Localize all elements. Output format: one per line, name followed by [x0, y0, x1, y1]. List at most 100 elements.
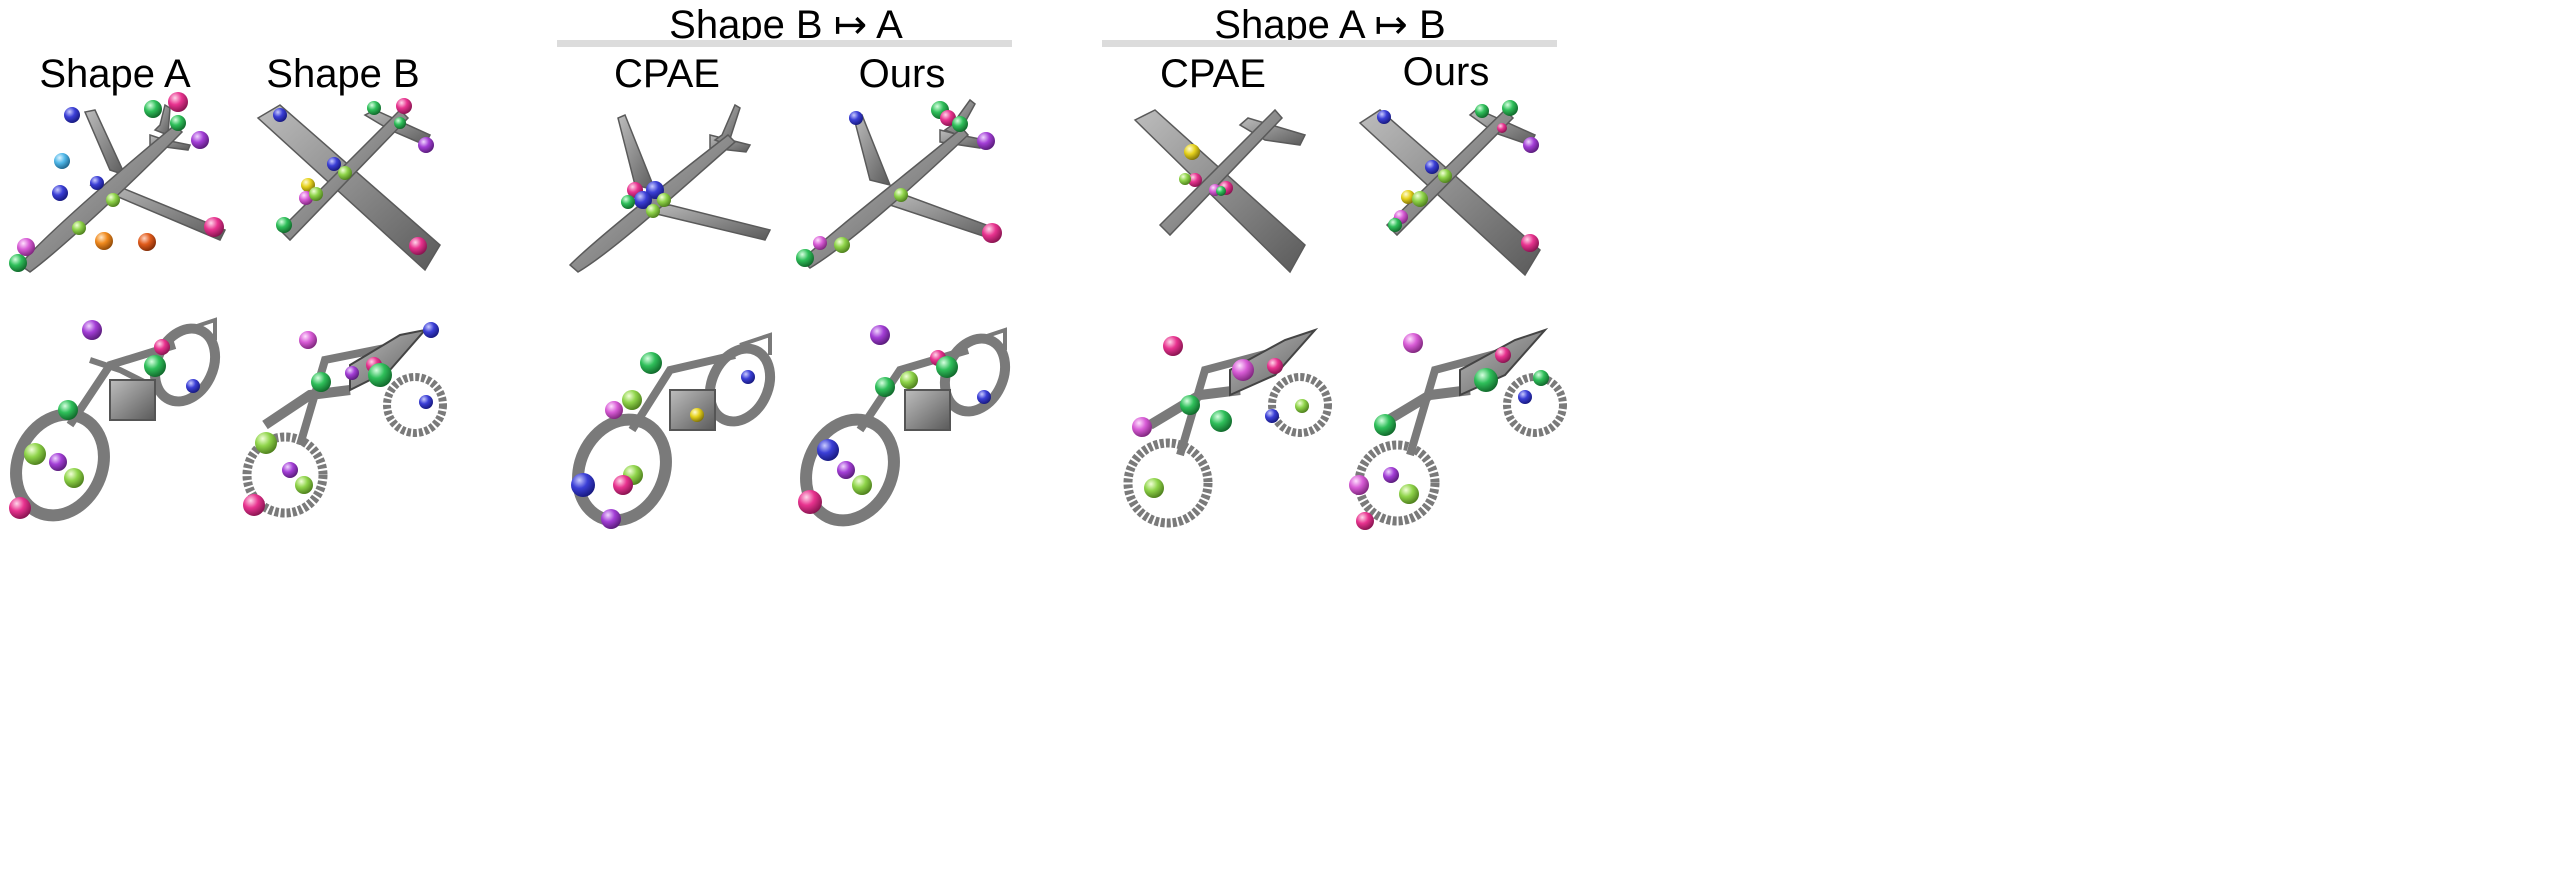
keypoint	[144, 100, 162, 118]
keypoints	[9, 92, 224, 272]
airplane-model	[1358, 108, 1541, 277]
keypoint	[1502, 100, 1518, 116]
keypoint	[396, 98, 412, 114]
motorbike-cpae-a-to-b	[1123, 327, 1332, 528]
motorbike-cpae-b-to-a	[571, 332, 776, 529]
keypoint	[309, 187, 323, 201]
keypoint	[1216, 186, 1226, 196]
keypoint	[418, 137, 434, 153]
keypoint	[282, 462, 298, 478]
keypoints	[798, 325, 991, 514]
keypoint	[1425, 160, 1439, 174]
keypoint	[1533, 370, 1549, 386]
column-label-shape-a: Shape A	[39, 52, 191, 96]
keypoint	[1377, 110, 1391, 124]
keypoint	[1399, 484, 1419, 504]
keypoint	[1497, 123, 1507, 133]
keypoint	[621, 195, 635, 209]
keypoint	[367, 101, 381, 115]
keypoints	[1132, 336, 1309, 498]
keypoint	[571, 473, 595, 497]
keypoints	[796, 101, 1002, 267]
motorbike-model	[572, 332, 776, 527]
keypoint	[634, 191, 652, 209]
motorbike-model	[10, 317, 221, 522]
airplane-cpae-a-to-b	[1133, 108, 1307, 274]
keypoint	[54, 153, 70, 169]
keypoints	[1349, 333, 1549, 530]
motorbike-ours-a-to-b	[1349, 327, 1567, 530]
keypoint	[419, 395, 433, 409]
keypoint	[1518, 390, 1532, 404]
keypoint	[1438, 169, 1452, 183]
keypoint	[1495, 347, 1511, 363]
keypoint	[338, 166, 352, 180]
keypoint	[741, 370, 755, 384]
keypoint	[690, 408, 704, 422]
group-title-b-to-a: Shape B ↦ A	[669, 3, 903, 47]
keypoint	[646, 204, 660, 218]
motorbike-ours-b-to-a	[798, 325, 1011, 527]
keypoint	[1412, 191, 1428, 207]
keypoint	[1523, 137, 1539, 153]
keypoint	[813, 236, 827, 250]
keypoint	[58, 400, 78, 420]
keypoint	[1188, 173, 1202, 187]
keypoint	[138, 233, 156, 251]
keypoint	[64, 468, 84, 488]
airplane-shape-a	[9, 92, 227, 273]
keypoints	[9, 320, 200, 519]
keypoint	[834, 237, 850, 253]
motorbike-model	[242, 328, 447, 518]
keypoint	[168, 92, 188, 112]
keypoint	[1295, 399, 1309, 413]
keypoint	[409, 237, 427, 255]
airplane-model	[568, 103, 772, 273]
keypoint	[977, 390, 991, 404]
keypoint	[95, 232, 113, 250]
keypoints	[571, 352, 755, 529]
column-label-ours-b-to-a: Ours	[858, 52, 946, 96]
keypoint	[301, 178, 315, 192]
keypoint	[849, 111, 863, 125]
keypoint	[9, 497, 31, 519]
keypoint	[1388, 218, 1402, 232]
keypoint	[327, 157, 341, 171]
keypoint	[622, 390, 642, 410]
keypoint	[1403, 333, 1423, 353]
keypoint	[1356, 512, 1374, 530]
keypoints	[243, 322, 439, 516]
keypoint	[170, 115, 186, 131]
motorbike-model	[800, 327, 1011, 527]
keypoint	[49, 453, 67, 471]
keypoint	[106, 193, 120, 207]
keypoint	[204, 217, 224, 237]
airplane-model	[800, 98, 1002, 269]
keypoint	[900, 371, 918, 389]
keypoint	[273, 108, 287, 122]
keypoint	[870, 325, 890, 345]
keypoint	[875, 377, 895, 397]
group-underline-b-to-a	[557, 40, 1012, 47]
keypoint	[64, 107, 80, 123]
keypoint	[817, 439, 839, 461]
keypoint	[191, 131, 209, 149]
keypoint	[1475, 104, 1489, 118]
keypoint	[1267, 358, 1283, 374]
keypoint	[9, 254, 27, 272]
airplane-cpae-b-to-a	[568, 103, 772, 273]
motorbike-shape-b	[242, 322, 447, 518]
keypoint	[1184, 144, 1200, 160]
keypoint	[17, 238, 35, 256]
keypoint	[295, 476, 313, 494]
keypoint	[1374, 414, 1396, 436]
keypoint	[1521, 234, 1539, 252]
keypoint	[72, 221, 86, 235]
keypoint	[90, 176, 104, 190]
keypoint	[82, 320, 102, 340]
column-label-cpae-b-to-a: CPAE	[614, 52, 720, 96]
keypoint	[1383, 467, 1399, 483]
column-label-shape-b: Shape B	[266, 52, 420, 96]
keypoints	[1377, 100, 1539, 252]
keypoint	[640, 352, 662, 374]
